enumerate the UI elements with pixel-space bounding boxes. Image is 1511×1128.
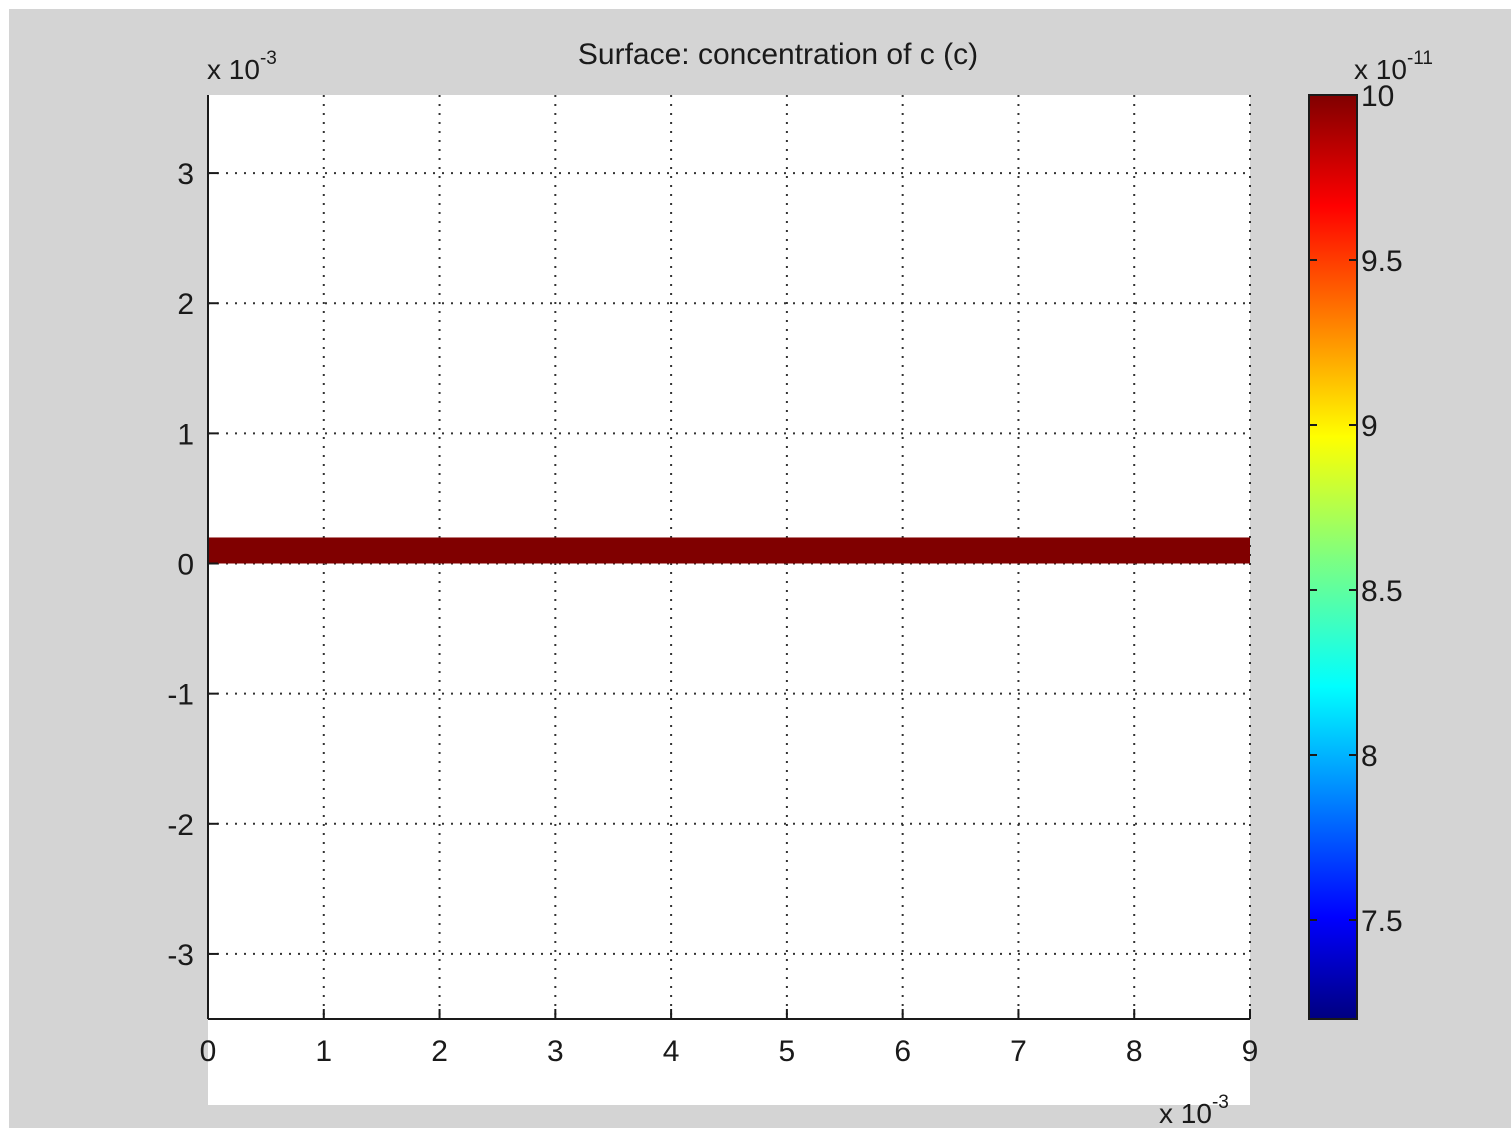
y-tick-label: 3	[177, 158, 194, 191]
y-axis-multiplier-base: x 10	[207, 54, 260, 85]
x-tick-label: 1	[315, 1035, 332, 1068]
y-tick-label: 2	[177, 288, 194, 321]
plot-svg: Surface: concentration of c (c) 0 1 2 3 4 5 6 7…	[167, 38, 1433, 1128]
y-tick-label: 0	[177, 549, 194, 582]
y-axis-multiplier-exponent: -3	[260, 48, 277, 69]
colorbar-tick-label: 10	[1361, 80, 1394, 113]
surface-strip	[208, 537, 1250, 564]
y-axis-multiplier: x 10-3	[207, 48, 277, 85]
y-tick-label: -2	[167, 809, 194, 842]
x-tick-label: 4	[663, 1035, 680, 1068]
x-tick-label: 6	[894, 1035, 911, 1068]
x-axis-multiplier-exponent: -3	[1212, 1092, 1229, 1113]
x-axis-multiplier-base: x 10	[1159, 1098, 1212, 1128]
axis-ticks: 0 1 2 3 4 5 6 7 8 9 3 2 1 0 -1 -2 -3	[167, 158, 1258, 1068]
colorbar-tick-label: 9	[1361, 410, 1378, 443]
x-tick-label: 0	[200, 1035, 217, 1068]
colorbar-multiplier: x 10-11	[1354, 48, 1433, 85]
grid-lines	[208, 95, 1251, 1019]
colorbar-multiplier-exponent: -11	[1407, 48, 1433, 69]
colorbar-tick-label: 8	[1361, 740, 1378, 773]
y-tick-label: 1	[177, 418, 194, 451]
colorbar-multiplier-base: x 10	[1354, 54, 1407, 85]
colorbar-tick-label: 8.5	[1361, 575, 1403, 608]
y-tick-label: -3	[167, 939, 194, 972]
axes-area	[208, 95, 1250, 1105]
x-tick-label: 7	[1010, 1035, 1027, 1068]
x-tick-label: 3	[547, 1035, 564, 1068]
colorbar-ticks: 10 9.5 9 8.5 8 7.5	[1309, 80, 1403, 938]
plot-title: Surface: concentration of c (c)	[578, 38, 978, 71]
x-tick-label: 5	[779, 1035, 796, 1068]
x-tick-label: 8	[1126, 1035, 1143, 1068]
x-tick-label: 9	[1242, 1035, 1259, 1068]
x-tick-label: 2	[431, 1035, 448, 1068]
y-tick-label: -1	[167, 679, 194, 712]
colorbar-tick-label: 7.5	[1361, 905, 1403, 938]
figure-window: Surface: concentration of c (c) 0 1 2 3 4 5 6 7…	[9, 9, 1511, 1128]
colorbar-tick-label: 9.5	[1361, 245, 1403, 278]
colorbar	[1308, 94, 1358, 1020]
x-axis-multiplier: x 10-3	[1159, 1092, 1229, 1128]
